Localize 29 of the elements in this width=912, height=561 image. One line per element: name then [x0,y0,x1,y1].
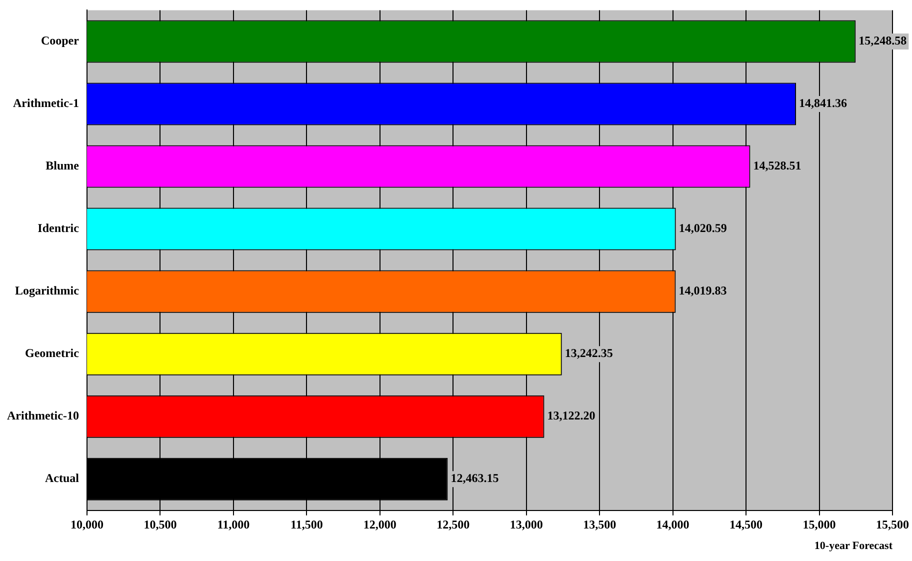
y-tick-label: Identric [38,221,80,236]
y-tick-label: Actual [44,471,80,486]
x-tick-label: 13,500 [583,518,616,532]
x-tick-label: 10,000 [70,518,104,532]
data-label: 14,020.59 [678,221,727,236]
y-tick-label: Logarithmic [14,284,80,298]
x-tick-label: 11,000 [217,518,250,532]
x-tick-label: 12,000 [363,518,396,532]
y-tick-label: Arithmetic-1 [12,96,79,110]
data-label: 15,248.58 [858,34,907,48]
y-tick-label: Cooper [40,34,80,48]
x-tick-label: 10,500 [144,518,177,532]
x-tick-label: 14,500 [730,518,763,532]
data-label: 14,528.51 [753,158,802,173]
y-tick-label: Geometric [25,346,80,360]
x-tick-label: 11,500 [290,518,323,532]
data-label: 14,019.83 [678,284,727,298]
y-tick-label: Arithmetic-10 [6,408,79,423]
data-label: 13,122.20 [547,408,596,423]
x-tick-label: 15,500 [876,518,909,532]
x-tick-label: 13,000 [510,518,543,532]
data-label: 12,463.15 [450,471,499,486]
x-tick-label: 12,500 [436,518,470,532]
x-tick-label: 14,000 [656,518,690,532]
y-tick-label: Blume [46,158,80,173]
x-tick-label: 15,000 [802,518,836,532]
data-label: 13,242.35 [564,346,613,360]
x-axis-title: 10-year Forecast [814,540,893,552]
data-label: 14,841.36 [799,96,848,110]
